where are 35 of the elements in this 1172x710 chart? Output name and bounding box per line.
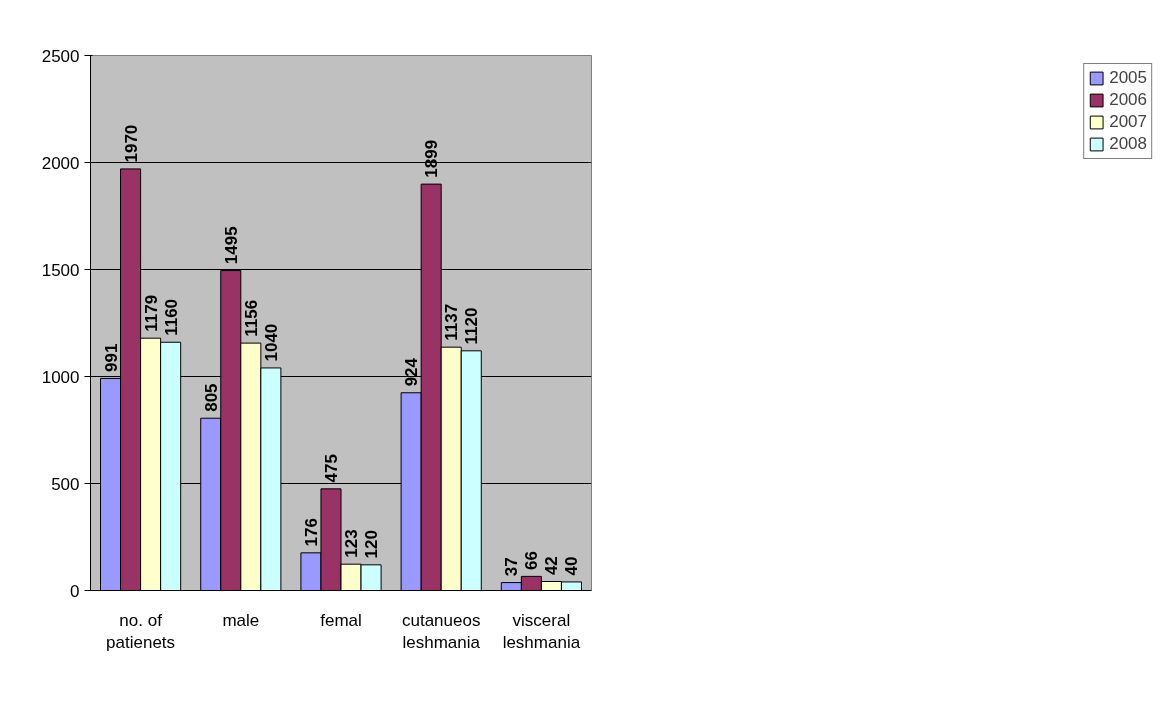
data-label: 1120 — [462, 307, 482, 345]
legend-label: 2008 — [1109, 134, 1147, 154]
data-label: 1160 — [161, 298, 181, 336]
data-label: 66 — [522, 551, 542, 570]
x-tick-label: cutanueos leshmania — [401, 610, 481, 653]
legend-label: 2007 — [1109, 112, 1147, 132]
y-tick-label: 1000 — [41, 367, 80, 387]
legend-label: 2006 — [1109, 90, 1147, 110]
data-label: 991 — [101, 343, 121, 373]
data-label: 1040 — [261, 323, 281, 362]
y-tick-label: 1500 — [41, 260, 80, 280]
x-tick-label: male — [222, 610, 260, 630]
data-label: 1899 — [422, 139, 442, 178]
data-label: 1137 — [442, 303, 462, 341]
y-tick-label: 500 — [51, 474, 80, 494]
data-label: 123 — [342, 529, 362, 558]
y-tick-label: 2500 — [41, 46, 80, 66]
data-label: 924 — [402, 357, 422, 387]
data-label: 1156 — [241, 299, 261, 337]
legend-label: 2005 — [1109, 68, 1147, 88]
data-label: 475 — [321, 454, 341, 483]
x-tick-label: visceral leshmania — [502, 610, 581, 653]
x-tick-label: femal — [320, 610, 362, 630]
data-label: 805 — [201, 383, 221, 412]
data-label: 40 — [562, 556, 582, 576]
y-tick-label: 0 — [70, 581, 80, 601]
data-label: 1495 — [221, 226, 241, 265]
data-label: 120 — [362, 530, 382, 559]
y-tick-label: 2000 — [41, 153, 80, 173]
data-label: 42 — [542, 556, 562, 576]
data-label: 1970 — [121, 124, 141, 163]
data-label: 37 — [502, 557, 522, 577]
data-label: 1179 — [141, 294, 161, 332]
x-tick-label: no. of patienets — [106, 610, 176, 653]
data-label: 176 — [301, 518, 321, 547]
